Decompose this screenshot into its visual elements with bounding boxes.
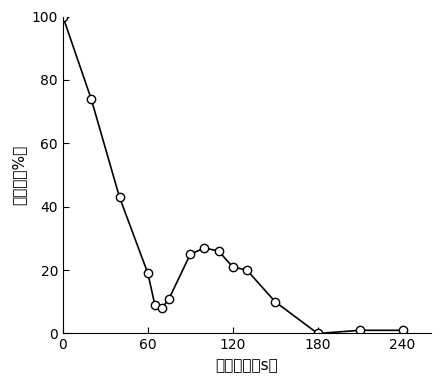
Y-axis label: 存活率（%）: 存活率（%）	[11, 145, 26, 205]
X-axis label: 处理时间（s）: 处理时间（s）	[216, 358, 278, 373]
